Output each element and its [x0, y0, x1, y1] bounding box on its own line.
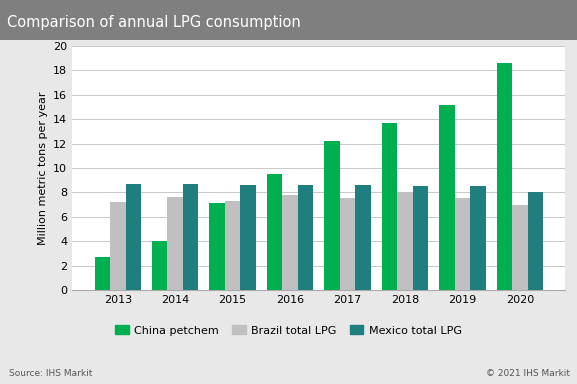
Legend: China petchem, Brazil total LPG, Mexico total LPG: China petchem, Brazil total LPG, Mexico …	[111, 321, 466, 340]
Bar	[167, 197, 183, 290]
Bar	[282, 195, 298, 290]
Bar	[397, 192, 413, 290]
Bar	[110, 202, 126, 290]
Bar	[183, 184, 198, 290]
Bar	[209, 204, 225, 290]
Bar	[439, 104, 455, 290]
Bar	[126, 184, 141, 290]
Bar	[512, 205, 527, 290]
Text: © 2021 IHS Markit: © 2021 IHS Markit	[486, 369, 570, 378]
Bar	[324, 141, 340, 290]
Bar	[152, 241, 167, 290]
Bar	[497, 63, 512, 290]
Bar	[225, 201, 241, 290]
Bar	[95, 257, 110, 290]
Y-axis label: Million metric tons per year: Million metric tons per year	[38, 91, 47, 245]
Bar	[340, 199, 355, 290]
Bar	[455, 199, 470, 290]
Bar	[381, 123, 397, 290]
Bar	[241, 185, 256, 290]
Text: Comparison of annual LPG consumption: Comparison of annual LPG consumption	[7, 15, 301, 30]
Bar	[267, 174, 282, 290]
Bar	[413, 186, 428, 290]
Bar	[470, 186, 486, 290]
Text: Source: IHS Markit: Source: IHS Markit	[9, 369, 92, 378]
Bar	[527, 192, 543, 290]
Bar	[298, 185, 313, 290]
Bar	[355, 185, 371, 290]
